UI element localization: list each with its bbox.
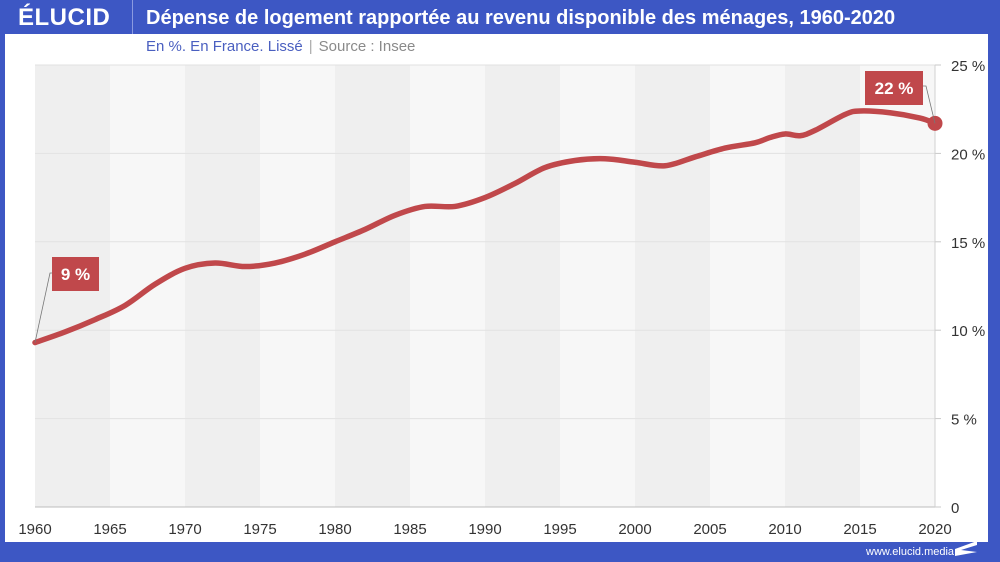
subtitle-description: En %. En France. Lissé bbox=[146, 38, 303, 55]
header-divider bbox=[132, 0, 133, 34]
x-tick-label: 1965 bbox=[93, 521, 126, 538]
x-tick-label: 2010 bbox=[768, 521, 801, 538]
x-tick-label: 1990 bbox=[468, 521, 501, 538]
annotation-label-start: 9 % bbox=[61, 265, 90, 284]
y-tick-label: 0 bbox=[951, 500, 959, 517]
annotation-badge bbox=[865, 71, 923, 105]
y-tick-label: 20 % bbox=[951, 146, 985, 163]
x-tick-label: 1960 bbox=[18, 521, 51, 538]
header-bar: ÉLUCID Dépense de logement rapportée au … bbox=[0, 0, 1000, 36]
chart-subtitle: En %. En France. Lissé | Source : Insee bbox=[146, 38, 415, 55]
background-band bbox=[260, 65, 335, 507]
background-band bbox=[635, 65, 710, 507]
x-tick-label: 2005 bbox=[693, 521, 726, 538]
background-band bbox=[560, 65, 635, 507]
annotation-label-end: 22 % bbox=[875, 79, 914, 98]
background-band bbox=[785, 65, 860, 507]
y-tick-label: 10 % bbox=[951, 323, 985, 340]
elucid-logo: ÉLUCID bbox=[18, 4, 111, 31]
y-tick-label: 5 % bbox=[951, 412, 977, 429]
x-tick-label: 1995 bbox=[543, 521, 576, 538]
x-tick-label: 1985 bbox=[393, 521, 426, 538]
subtitle-separator: | bbox=[308, 38, 313, 55]
annotation-leader-line bbox=[923, 85, 936, 124]
background-band bbox=[410, 65, 485, 507]
elucid-mark-icon bbox=[955, 541, 977, 556]
chart-title: Dépense de logement rapportée au revenu … bbox=[146, 7, 896, 29]
background-band bbox=[710, 65, 785, 507]
subtitle-source: Source : Insee bbox=[318, 38, 416, 55]
series-line bbox=[32, 108, 938, 346]
x-tick-label: 2000 bbox=[618, 521, 651, 538]
background-band bbox=[485, 65, 560, 507]
x-tick-label: 2015 bbox=[843, 521, 876, 538]
annotations-layer: 9 % 22 % bbox=[34, 71, 936, 343]
x-tick-label: 1975 bbox=[243, 521, 276, 538]
x-tick-label: 1980 bbox=[318, 521, 351, 538]
footer-url[interactable]: www.elucid.media bbox=[866, 546, 955, 558]
gridlines bbox=[35, 64, 935, 420]
annotation-leader-line bbox=[34, 272, 52, 343]
x-tick-label: 1970 bbox=[168, 521, 201, 538]
background-band bbox=[185, 65, 260, 507]
y-tick-label: 25 % bbox=[951, 58, 985, 75]
x-tick-label: 2020 bbox=[918, 521, 951, 538]
background-bands bbox=[35, 65, 935, 507]
background-band bbox=[335, 65, 410, 507]
background-band bbox=[860, 65, 935, 507]
annotation-badge bbox=[52, 257, 99, 291]
y-tick-label: 15 % bbox=[951, 235, 985, 252]
axes: 0 5 % 10 % 15 % 20 % 25 % 1960 1965 1970 1975 1980… bbox=[18, 58, 985, 538]
